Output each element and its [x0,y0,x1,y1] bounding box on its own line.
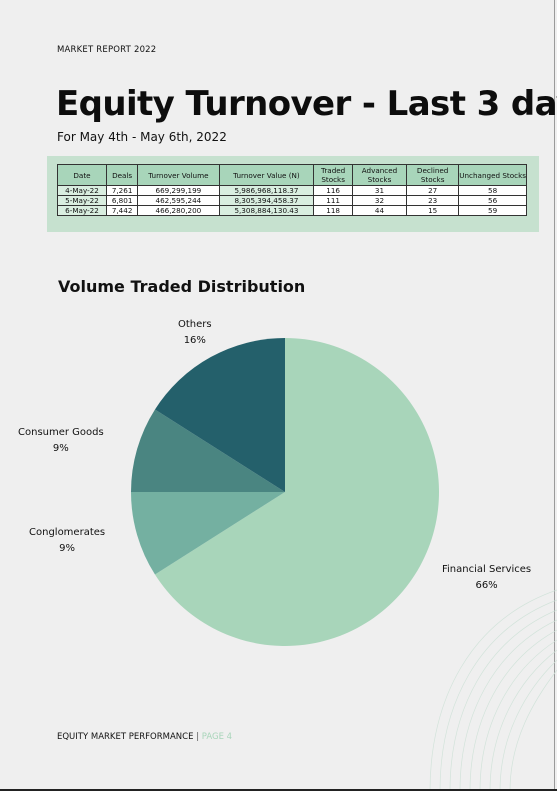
slice-label-others: Others 16% [178,317,212,349]
col-header-deals: Deals [105,164,139,186]
table-row: 6-May-22 7,442 466,280,200 5,308,884,130… [57,205,527,216]
slice-value: 16% [183,335,206,346]
slice-name: Financial Services [442,564,532,575]
cell-declined-stocks: 15 [406,205,460,216]
report-header-label: MARKET REPORT 2022 [57,45,157,55]
equity-turnover-table: Date Deals Turnover Volume Turnover Valu… [57,164,527,216]
slice-value: 9% [59,543,75,554]
chart-title: Volume Traded Distribution [58,277,306,296]
footer-text: EQUITY MARKET PERFORMANCE [57,732,194,742]
footer-separator: | [196,732,200,742]
slice-label-consumer-goods: Consumer Goods 9% [18,425,104,457]
col-header-declined-stocks: Declined Stocks [406,164,460,186]
pie-slice-financial-services [154,338,439,646]
page-edge-right [554,0,555,791]
slice-label-financial-services: Financial Services 66% [442,562,531,594]
pie-slice-others [154,338,285,492]
slice-name: Conglomerates [29,527,106,538]
slice-label-conglomerates: Conglomerates 9% [29,525,105,557]
cell-turnover-volume: 466,280,200 [137,205,220,216]
col-header-unchanged-stocks: Unchanged Stocks [458,164,527,186]
col-header-advanced-stocks: Advanced Stocks [351,164,408,186]
cell-unchanged-stocks: 59 [458,205,527,216]
slice-value: 9% [52,443,69,454]
pie-slice-conglomerates [131,492,285,575]
slice-name: Others [178,319,212,330]
slice-name: Consumer Goods [18,427,104,438]
page-title: Equity Turnover - Last 3 days [56,84,557,124]
footer-page-number: PAGE 4 [201,732,233,742]
slice-value: 66% [475,580,498,591]
cell-turnover-value: 5,308,884,130.43 [218,205,315,216]
page-subtitle: For May 4th - May 6th, 2022 [57,130,227,144]
table-row: 5-May-22 6,801 462,595,244 8,305,394,458… [57,195,527,206]
page-footer: EQUITY MARKET PERFORMANCE | PAGE 4 [57,732,232,742]
col-header-traded-stocks: Traded Stocks [313,164,353,186]
cell-advanced-stocks: 44 [351,205,408,216]
pie-slice-consumer-goods [131,409,285,492]
page-edge-bottom [0,789,557,791]
col-header-turnover-volume: Turnover Volume [137,164,220,186]
cell-deals: 7,442 [105,205,139,216]
